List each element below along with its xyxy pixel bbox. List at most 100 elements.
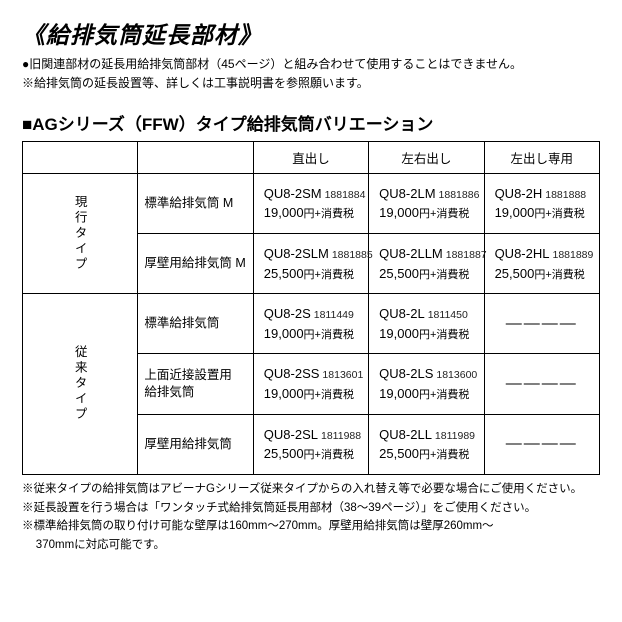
product-data-cell: QU8-2S181144919,000円+消費税 bbox=[253, 294, 368, 354]
price: 19,000 bbox=[264, 386, 304, 401]
model-number: QU8-2LM bbox=[379, 186, 435, 201]
price-line: 25,500円+消費税 bbox=[379, 444, 473, 464]
price: 25,500 bbox=[495, 266, 535, 281]
price: 19,000 bbox=[379, 326, 419, 341]
product-data-cell: QU8-2SL181198825,500円+消費税 bbox=[253, 414, 368, 474]
tax-note: +消費税 bbox=[315, 208, 354, 220]
product-data-cell: QU8-2LS181360019,000円+消費税 bbox=[369, 354, 484, 414]
yen-unit: 円 bbox=[304, 329, 315, 341]
product-name-cell: 上面近接設置用給排気筒 bbox=[138, 354, 253, 414]
product-data-cell: QU8-2LLM188188725,500円+消費税 bbox=[369, 233, 484, 293]
yen-unit: 円 bbox=[419, 269, 430, 281]
model-line: QU8-2HL1881889 bbox=[495, 244, 589, 264]
tax-note: +消費税 bbox=[430, 269, 469, 281]
category-cell: 現行タイプ bbox=[23, 173, 138, 294]
product-code: 1881885 bbox=[332, 249, 373, 261]
model-number: QU8-2S bbox=[264, 306, 311, 321]
empty-cell: ―――― bbox=[484, 294, 599, 354]
model-number: QU8-2SL bbox=[264, 427, 318, 442]
product-code: 1881886 bbox=[439, 189, 480, 201]
price-line: 25,500円+消費税 bbox=[264, 264, 358, 284]
yen-unit: 円 bbox=[304, 449, 315, 461]
tax-note: +消費税 bbox=[315, 329, 354, 341]
table-row: 現行タイプ標準給排気筒 MQU8-2SM188188419,000円+消費税QU… bbox=[23, 173, 600, 233]
price: 19,000 bbox=[264, 326, 304, 341]
tax-note: +消費税 bbox=[545, 208, 584, 220]
model-number: QU8-2LS bbox=[379, 366, 433, 381]
price: 25,500 bbox=[264, 446, 304, 461]
tax-note: +消費税 bbox=[315, 449, 354, 461]
tax-note: +消費税 bbox=[315, 389, 354, 401]
tax-note: +消費税 bbox=[430, 329, 469, 341]
model-number: QU8-2L bbox=[379, 306, 425, 321]
blank-header bbox=[138, 141, 253, 173]
tax-note: +消費税 bbox=[315, 269, 354, 281]
yen-unit: 円 bbox=[419, 449, 430, 461]
empty-cell: ―――― bbox=[484, 414, 599, 474]
price-line: 19,000円+消費税 bbox=[264, 324, 358, 344]
price-line: 25,500円+消費税 bbox=[264, 444, 358, 464]
model-line: QU8-2LS1813600 bbox=[379, 364, 473, 384]
model-line: QU8-2S1811449 bbox=[264, 304, 358, 324]
page-title: 《給排気筒延長部材》 bbox=[22, 16, 600, 50]
product-code: 1811449 bbox=[314, 309, 354, 321]
footnote-line: ※延長設置を行う場合は「ワンタッチ式給排気筒延長用部材（38～39ページ）」をご… bbox=[22, 500, 600, 517]
category-cell: 従来タイプ bbox=[23, 294, 138, 475]
product-code: 1881889 bbox=[552, 249, 593, 261]
model-line: QU8-2H1881888 bbox=[495, 184, 589, 204]
product-code: 1811450 bbox=[428, 309, 468, 321]
product-name-cell: 厚壁用給排気筒 bbox=[138, 414, 253, 474]
model-number: QU8-2SM bbox=[264, 186, 322, 201]
product-data-cell: QU8-2SS181360119,000円+消費税 bbox=[253, 354, 368, 414]
empty-cell: ―――― bbox=[484, 354, 599, 414]
product-code: 1813600 bbox=[436, 369, 477, 381]
price-line: 25,500円+消費税 bbox=[379, 264, 473, 284]
price: 19,000 bbox=[379, 205, 419, 220]
model-number: QU8-2H bbox=[495, 186, 543, 201]
note-line: ●旧関連部材の延長用給排気筒部材（45ページ）と組み合わせて使用することはできま… bbox=[22, 56, 600, 73]
model-line: QU8-2SM1881884 bbox=[264, 184, 358, 204]
product-data-cell: QU8-2SM188188419,000円+消費税 bbox=[253, 173, 368, 233]
model-number: QU8-2LL bbox=[379, 427, 432, 442]
model-line: QU8-2SL1811988 bbox=[264, 425, 358, 445]
price-line: 19,000円+消費税 bbox=[495, 203, 589, 223]
variation-table: 直出し 左右出し 左出し専用 現行タイプ標準給排気筒 MQU8-2SM18818… bbox=[22, 141, 600, 475]
model-line: QU8-2LL1811989 bbox=[379, 425, 473, 445]
product-code: 1881884 bbox=[325, 189, 366, 201]
product-data-cell: QU8-2LL181198925,500円+消費税 bbox=[369, 414, 484, 474]
product-code: 1811989 bbox=[435, 430, 475, 442]
model-line: QU8-2SLM1881885 bbox=[264, 244, 358, 264]
model-line: QU8-2L1811450 bbox=[379, 304, 473, 324]
product-name-cell: 厚壁用給排気筒 M bbox=[138, 233, 253, 293]
note-line: ※給排気筒の延長設置等、詳しくは工事説明書を参照願います。 bbox=[22, 75, 600, 92]
yen-unit: 円 bbox=[304, 269, 315, 281]
price: 19,000 bbox=[495, 205, 535, 220]
model-line: QU8-2LLM1881887 bbox=[379, 244, 473, 264]
product-code: 1881888 bbox=[545, 189, 586, 201]
price-line: 19,000円+消費税 bbox=[264, 384, 358, 404]
product-data-cell: QU8-2H188188819,000円+消費税 bbox=[484, 173, 599, 233]
product-data-cell: QU8-2HL188188925,500円+消費税 bbox=[484, 233, 599, 293]
footnote-line: 370mmに対応可能です。 bbox=[22, 537, 600, 554]
section-title: ■AGシリーズ（FFW）タイプ給排気筒バリエーション bbox=[22, 110, 600, 135]
product-name-cell: 標準給排気筒 bbox=[138, 294, 253, 354]
price: 25,500 bbox=[379, 266, 419, 281]
model-number: QU8-2HL bbox=[495, 246, 550, 261]
column-header: 直出し bbox=[253, 141, 368, 173]
product-code: 1813601 bbox=[322, 369, 363, 381]
blank-header bbox=[23, 141, 138, 173]
tax-note: +消費税 bbox=[430, 449, 469, 461]
price: 25,500 bbox=[379, 446, 419, 461]
tax-note: +消費税 bbox=[430, 389, 469, 401]
price-line: 19,000円+消費税 bbox=[379, 324, 473, 344]
top-notes: ●旧関連部材の延長用給排気筒部材（45ページ）と組み合わせて使用することはできま… bbox=[22, 56, 600, 92]
product-code: 1881887 bbox=[446, 249, 487, 261]
product-data-cell: QU8-2LM 1881886 19,000円+消費税 bbox=[369, 173, 484, 233]
table-header-row: 直出し 左右出し 左出し専用 bbox=[23, 141, 600, 173]
price-line: 19,000円+消費税 bbox=[379, 203, 473, 223]
model-line: QU8-2SS1813601 bbox=[264, 364, 358, 384]
model-number: QU8-2LLM bbox=[379, 246, 443, 261]
price-line: 19,000円+消費税 bbox=[264, 203, 358, 223]
footnotes: ※従来タイプの給排気筒はアビーナGシリーズ従来タイプからの入れ替え等で必要な場合… bbox=[22, 481, 600, 554]
tax-note: +消費税 bbox=[430, 208, 469, 220]
